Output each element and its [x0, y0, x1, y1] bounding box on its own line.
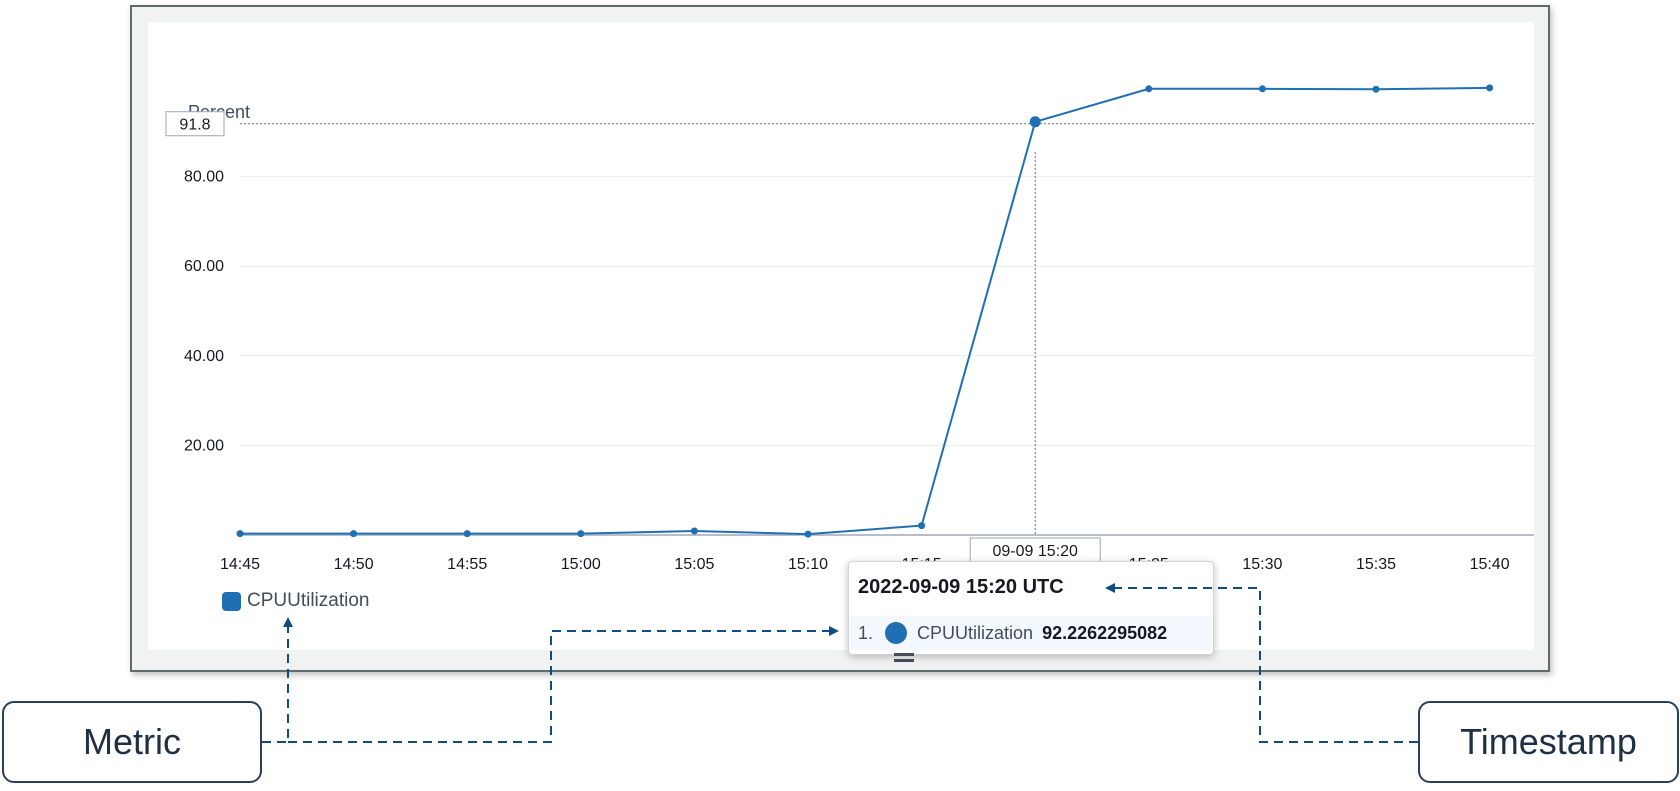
series-color-dot-icon	[885, 622, 908, 644]
x-tick-label: 15:10	[788, 556, 828, 573]
data-point	[1486, 84, 1494, 92]
crosshair-x-label: 09-09 15:20	[992, 543, 1078, 560]
data-point	[1029, 116, 1041, 128]
data-point	[690, 527, 698, 535]
data-point	[804, 530, 812, 538]
callout-metric: Metric	[2, 701, 262, 783]
x-tick-label: 15:40	[1470, 556, 1510, 573]
x-tick-label: 15:05	[674, 556, 714, 573]
tooltip-metric-value: 92.2262295082	[1042, 622, 1168, 643]
data-point	[236, 530, 244, 538]
y-tick-label: 60.00	[184, 258, 224, 275]
legend-label: CPUUtilization	[247, 590, 370, 611]
x-tick-label: 15:30	[1242, 556, 1282, 573]
tooltip-row: 1. CPUUtilization 92.2262295082	[850, 616, 1212, 650]
x-tick-label: 15:00	[561, 556, 601, 573]
legend-item-cpuutilization[interactable]: CPUUtilization	[222, 590, 369, 612]
metric-legend-arrow	[262, 617, 293, 743]
data-point	[350, 530, 358, 538]
metric-tooltip-arrow	[288, 626, 839, 743]
y-tick-label: 20.00	[184, 437, 224, 454]
x-tick-label: 14:45	[220, 556, 260, 573]
callout-timestamp: Timestamp	[1418, 701, 1679, 783]
x-tick-label: 14:55	[447, 556, 487, 573]
data-point	[463, 530, 471, 538]
data-point	[1372, 85, 1380, 93]
data-point	[1258, 85, 1266, 93]
x-tick-label: 14:50	[334, 556, 374, 573]
data-point	[577, 530, 585, 538]
crosshair-x-label-box	[969, 537, 1101, 563]
x-tick-label: 15:35	[1356, 556, 1396, 573]
data-point	[918, 522, 926, 530]
chart-panel: Percent 80.0060.0040.0020.0014:4514:5014…	[148, 22, 1534, 650]
crosshair-y-label-box	[165, 111, 225, 137]
timestamp-arrow	[1105, 583, 1418, 743]
y-tick-label: 40.00	[184, 348, 224, 365]
datapoint-tooltip: 2022-09-09 15:20 UTC 1. CPUUtilization 9…	[848, 561, 1214, 655]
legend-swatch	[222, 591, 241, 611]
chart-frame: Percent 80.0060.0040.0020.0014:4514:5014…	[130, 5, 1550, 672]
tooltip-row-index: 1.	[858, 622, 874, 643]
series-line-cpuutilization	[240, 86, 1490, 536]
data-point	[1145, 85, 1153, 93]
line-chart[interactable]: 80.00 60.00 40.00 20.00 14:45 14:50 14:55 15:00…	[148, 22, 1534, 650]
tooltip-timestamp: 2022-09-09 15:20 UTC	[858, 576, 1064, 598]
y-tick-label: 80.00	[184, 169, 224, 186]
crosshair-y-label: 91.8	[179, 117, 210, 134]
drag-handle-icon[interactable]	[894, 652, 914, 664]
tooltip-metric-name: CPUUtilization	[917, 622, 1034, 643]
